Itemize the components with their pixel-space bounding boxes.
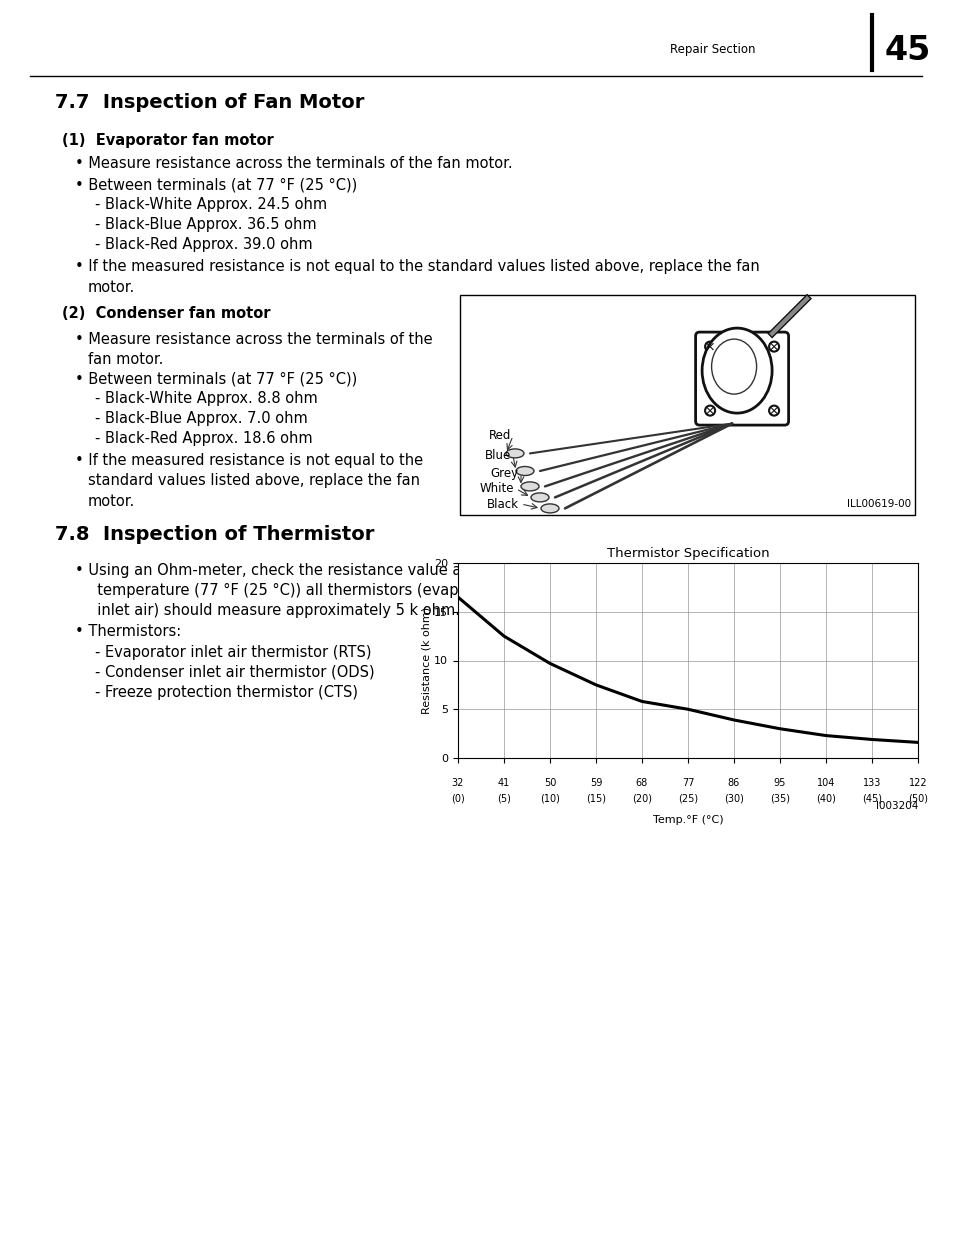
Text: I003204: I003204	[875, 802, 917, 811]
Text: - Black-Red Approx. 39.0 ohm: - Black-Red Approx. 39.0 ohm	[95, 237, 313, 252]
Circle shape	[768, 405, 779, 416]
Text: • If the measured resistance is not equal to the standard values listed above, r: • If the measured resistance is not equa…	[75, 259, 759, 274]
Title: Thermistor Specification: Thermistor Specification	[606, 547, 768, 561]
Text: 59: 59	[589, 778, 601, 788]
Text: - Evaporator inlet air thermistor (RTS): - Evaporator inlet air thermistor (RTS)	[95, 645, 371, 659]
Text: • Measure resistance across the terminals of the: • Measure resistance across the terminal…	[75, 331, 432, 347]
Text: 86: 86	[727, 778, 740, 788]
Text: 7.8  Inspection of Thermistor: 7.8 Inspection of Thermistor	[55, 526, 374, 545]
Ellipse shape	[520, 482, 538, 490]
Text: 77: 77	[681, 778, 694, 788]
Text: motor.: motor.	[88, 279, 135, 294]
Text: • Using an Ohm-meter, check the resistance value across the 2-pin connector. At : • Using an Ohm-meter, check the resistan…	[75, 562, 727, 578]
FancyBboxPatch shape	[695, 332, 788, 425]
Circle shape	[704, 405, 715, 416]
Text: inlet air) should measure approximately 5 k ohm.: inlet air) should measure approximately …	[88, 603, 459, 618]
Ellipse shape	[540, 504, 558, 513]
Text: - Black-White Approx. 24.5 ohm: - Black-White Approx. 24.5 ohm	[95, 198, 327, 212]
Text: fan motor.: fan motor.	[88, 352, 163, 367]
Text: (1)  Evaporator fan motor: (1) Evaporator fan motor	[62, 132, 274, 147]
Text: - Black-Blue Approx. 36.5 ohm: - Black-Blue Approx. 36.5 ohm	[95, 217, 316, 232]
Ellipse shape	[701, 329, 771, 412]
Text: 41: 41	[497, 778, 510, 788]
Text: • Between terminals (at 77 °F (25 °C)): • Between terminals (at 77 °F (25 °C))	[75, 178, 356, 193]
Text: 32: 32	[452, 778, 464, 788]
Text: 133: 133	[862, 778, 881, 788]
Text: (20): (20)	[631, 793, 651, 803]
Text: 50: 50	[543, 778, 556, 788]
Text: (50): (50)	[907, 793, 927, 803]
Text: - Black-Blue Approx. 7.0 ohm: - Black-Blue Approx. 7.0 ohm	[95, 411, 308, 426]
Text: 45: 45	[883, 33, 930, 67]
Text: 95: 95	[773, 778, 785, 788]
Text: - Black-Red Approx. 18.6 ohm: - Black-Red Approx. 18.6 ohm	[95, 431, 313, 447]
Text: ILL00619-00: ILL00619-00	[846, 499, 910, 509]
Text: 122: 122	[908, 778, 926, 788]
Text: Repair Section: Repair Section	[670, 43, 755, 57]
Text: - Black-White Approx. 8.8 ohm: - Black-White Approx. 8.8 ohm	[95, 391, 317, 406]
Text: • Thermistors:: • Thermistors:	[75, 624, 181, 638]
Text: (10): (10)	[539, 793, 559, 803]
Bar	[459, 295, 914, 515]
Ellipse shape	[711, 340, 756, 394]
Text: (15): (15)	[585, 793, 605, 803]
Text: Blue: Blue	[484, 450, 511, 462]
Text: Grey: Grey	[491, 467, 518, 479]
Text: • If the measured resistance is not equal to the: • If the measured resistance is not equa…	[75, 453, 423, 468]
Text: (5): (5)	[497, 793, 511, 803]
Text: 104: 104	[816, 778, 834, 788]
Text: 68: 68	[636, 778, 647, 788]
Text: (35): (35)	[769, 793, 789, 803]
Text: (2)  Condenser fan motor: (2) Condenser fan motor	[62, 305, 271, 321]
Circle shape	[704, 342, 715, 352]
Ellipse shape	[516, 467, 534, 475]
Text: Black: Black	[486, 498, 518, 510]
Text: (45): (45)	[862, 793, 882, 803]
Text: • Measure resistance across the terminals of the fan motor.: • Measure resistance across the terminal…	[75, 157, 512, 172]
Text: White: White	[479, 482, 514, 495]
Text: motor.: motor.	[88, 494, 135, 509]
Circle shape	[768, 342, 779, 352]
Text: standard values listed above, replace the fan: standard values listed above, replace th…	[88, 473, 419, 489]
Text: (0): (0)	[451, 793, 464, 803]
Text: (25): (25)	[678, 793, 698, 803]
Text: - Freeze protection thermistor (CTS): - Freeze protection thermistor (CTS)	[95, 684, 357, 699]
Text: temperature (77 °F (25 °C)) all thermistors (evaporator inlet air, freeze protec: temperature (77 °F (25 °C)) all thermist…	[88, 583, 803, 598]
Text: - Condenser inlet air thermistor (ODS): - Condenser inlet air thermistor (ODS)	[95, 664, 375, 679]
Text: Red: Red	[488, 430, 511, 442]
Text: (40): (40)	[815, 793, 835, 803]
Text: • Between terminals (at 77 °F (25 °C)): • Between terminals (at 77 °F (25 °C))	[75, 372, 356, 387]
Y-axis label: Resistance (k ohm): Resistance (k ohm)	[421, 606, 431, 714]
Ellipse shape	[505, 448, 523, 458]
Text: Temp.°F (°C): Temp.°F (°C)	[652, 815, 722, 825]
Text: (30): (30)	[723, 793, 743, 803]
Ellipse shape	[531, 493, 548, 501]
Text: 7.7  Inspection of Fan Motor: 7.7 Inspection of Fan Motor	[55, 94, 364, 112]
